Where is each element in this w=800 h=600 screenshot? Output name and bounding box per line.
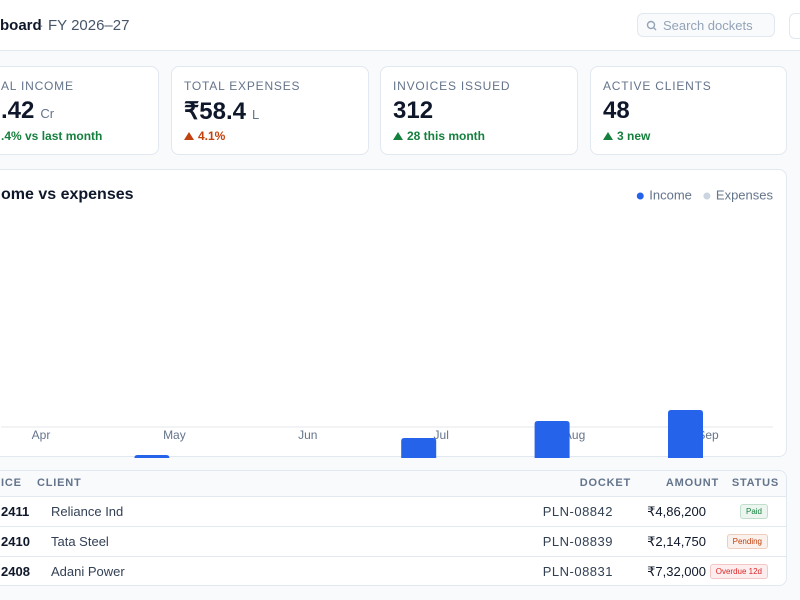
docket: PLN-08831 (542, 564, 613, 579)
kpi-label: INVOICES ISSUED (393, 79, 511, 93)
table-row: 2408 Adani Power PLN-08831 ₹7,32,000 Overdue… (0, 556, 786, 585)
kpi-delta-row: 3 new (603, 129, 650, 143)
status-badge: Paid (739, 504, 768, 519)
kpi-value: .42 (1, 97, 35, 124)
invoice-number: 2408 (1, 564, 30, 579)
kpi-card: AL INCOME .42 Cr .4% vs last month (0, 66, 159, 155)
table-header: ICE CLIENT DOCKET AMOUNT STATUS (0, 471, 786, 497)
trend-arrow (393, 132, 403, 140)
kpi-card: TOTAL EXPENSES ₹58.4 L 4.1% (171, 66, 369, 155)
header-button[interactable] (789, 13, 800, 39)
kpi-card: ACTIVE CLIENTS 48 3 new (590, 66, 787, 155)
column-header: ICE (1, 477, 22, 489)
client-name: Adani Power (51, 564, 125, 579)
kpi-delta: 4.1% (198, 129, 226, 143)
separator: · (39, 17, 44, 34)
kpi-delta: 28 this month (407, 129, 486, 143)
chart-card: ome vs expenses Expenses Income Apr May Jun Ju… (0, 169, 787, 458)
kpi-delta: .4% vs last month (1, 129, 103, 143)
table-row: 2411 Reliance Ind PLN-08842 ₹4,86,200 Paid (0, 496, 786, 527)
x-tick-label: May (163, 428, 186, 442)
kpi-value-row: 312 (393, 97, 433, 125)
table-card: ICE CLIENT DOCKET AMOUNT STATUS 2411 Reliance … (0, 470, 787, 586)
table-row: 2410 Tata Steel PLN-08839 ₹2,14,750 Pending (0, 526, 786, 557)
status-badge: Pending (726, 534, 768, 549)
kpi-value-row: 48 (603, 97, 630, 125)
kpi-label: AL INCOME (1, 79, 74, 93)
x-tick-label: Apr (32, 428, 51, 442)
chart: ome vs expenses Expenses Income Apr May Jun Ju… (1, 186, 774, 458)
x-tick-label: Jun (298, 428, 317, 442)
kpi-label: ACTIVE CLIENTS (603, 79, 712, 93)
top-bar: board · FY 2026–27 Search dockets (0, 0, 800, 51)
legend-swatch (636, 192, 644, 200)
client-name: Tata Steel (51, 534, 109, 549)
docket: PLN-08842 (542, 504, 613, 519)
search-box[interactable]: Search dockets (637, 13, 775, 37)
invoice-number: 2411 (1, 504, 30, 519)
legend-label: Expenses (716, 187, 774, 202)
kpi-delta-row: 28 this month (393, 129, 485, 143)
legend-swatch (703, 192, 711, 200)
trend-arrow (603, 132, 613, 140)
column-header: AMOUNT (665, 477, 719, 489)
column-header: DOCKET (579, 477, 631, 489)
amount: ₹2,14,750 (647, 534, 706, 549)
search-icon (646, 20, 657, 31)
column-header: CLIENT (37, 477, 82, 489)
kpi-value-row: .42 Cr (1, 97, 54, 125)
kpi-delta: 3 new (617, 129, 651, 143)
kpi-value-row: ₹58.4 L (184, 97, 259, 126)
bar (534, 421, 570, 458)
bar (668, 410, 703, 458)
chart-title: ome vs expenses (1, 186, 134, 203)
kpi-card: INVOICES ISSUED 312 28 this month (380, 66, 578, 155)
kpi-delta-row: .4% vs last month (1, 129, 102, 143)
kpi-unit: Cr (40, 106, 55, 121)
subtitle: FY 2026–27 (48, 17, 130, 34)
amount: ₹7,32,000 (647, 564, 706, 579)
column-header: STATUS (731, 477, 779, 489)
docket: PLN-08839 (542, 534, 613, 549)
x-tick-label: Jul (434, 428, 449, 442)
bar (401, 438, 437, 458)
page-title: board (0, 17, 42, 34)
kpi-value: 312 (393, 97, 434, 124)
status-badge: Overdue 12d (709, 564, 768, 579)
client-name: Reliance Ind (51, 504, 124, 519)
search-placeholder: Search dockets (663, 18, 753, 33)
trend-arrow (184, 132, 194, 140)
kpi-label: TOTAL EXPENSES (184, 79, 301, 93)
bar (134, 455, 170, 458)
kpi-value: ₹58.4 (184, 98, 246, 125)
kpi-delta-row: 4.1% (184, 129, 225, 143)
amount: ₹4,86,200 (647, 504, 706, 519)
kpi-unit: L (251, 107, 260, 122)
kpi-value: 48 (603, 97, 630, 124)
legend-label: Income (649, 187, 692, 202)
invoice-number: 2410 (1, 534, 30, 549)
